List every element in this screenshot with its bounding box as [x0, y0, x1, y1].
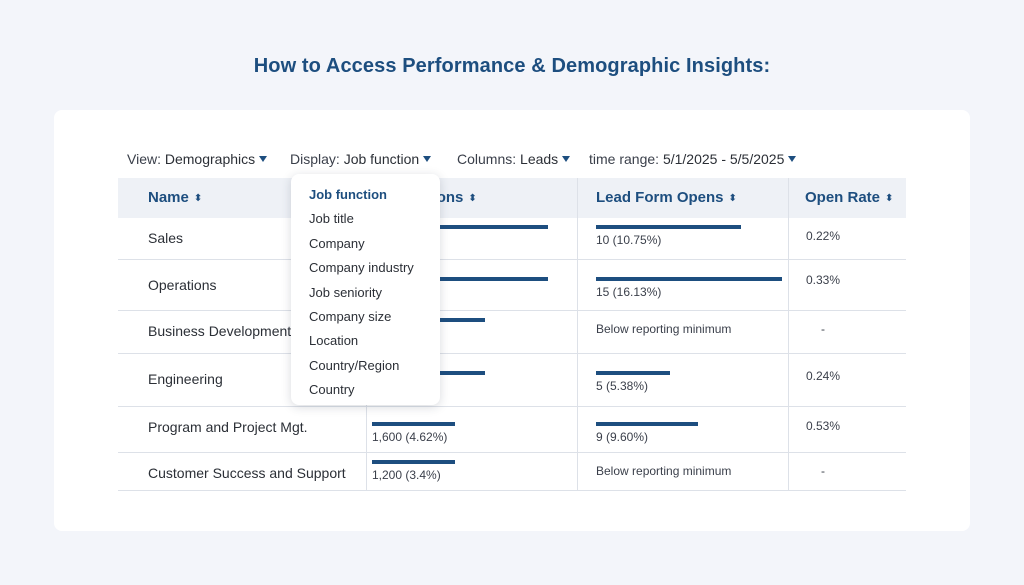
dropdown-option-company-size[interactable]: Company size	[309, 309, 392, 324]
open-rate-value: 0.24%	[806, 369, 841, 383]
time-range-selector[interactable]: time range: 5/1/2025 - 5/5/2025	[589, 151, 797, 167]
lead-form-opens-value: 10 (10.75%)	[596, 233, 662, 247]
caret-down-icon	[562, 156, 571, 163]
column-divider	[788, 178, 789, 491]
table-row[interactable]: Sales…3%)10 (10.75%)0.22%	[118, 218, 906, 260]
impressions-bar	[372, 277, 548, 281]
dropdown-option-job-function[interactable]: Job function	[309, 187, 387, 202]
row-name: Program and Project Mgt.	[148, 419, 308, 435]
header-name-label: Name	[148, 189, 189, 206]
impressions-value: 1,600 (4.62%)	[372, 430, 448, 444]
time-range-value: 5/1/2025 - 5/5/2025	[662, 151, 785, 167]
row-name: Customer Success and Support	[148, 465, 346, 481]
open-rate-value: 0.33%	[806, 273, 841, 287]
table-row[interactable]: Engineering…72%)5 (5.38%)0.24%	[118, 354, 906, 407]
dropdown-option-job-title[interactable]: Job title	[309, 211, 354, 226]
open-rate-value: -	[821, 464, 825, 478]
caret-down-icon	[423, 156, 432, 163]
lead-form-opens-bar	[596, 225, 741, 229]
impressions-bar	[372, 460, 455, 464]
view-label: View:	[127, 151, 161, 167]
lead-form-opens-value: Below reporting minimum	[596, 322, 732, 336]
impressions-bar	[372, 422, 455, 426]
view-selector[interactable]: View: Demographics	[127, 151, 268, 167]
caret-down-icon	[788, 156, 797, 163]
sort-icon: ⬍	[885, 193, 894, 204]
display-dropdown-menu: Job function Job title Company Company i…	[291, 174, 440, 405]
display-value: Job function	[343, 151, 420, 167]
dropdown-option-country[interactable]: Country	[309, 382, 355, 397]
display-selector[interactable]: Display: Job function	[290, 151, 432, 167]
row-name: Operations	[148, 277, 217, 293]
open-rate-value: 0.22%	[806, 229, 841, 243]
row-name: Sales	[148, 230, 184, 246]
header-lead-form-opens-label: Lead Form Opens	[596, 189, 724, 206]
columns-selector[interactable]: Columns: Leads	[457, 151, 571, 167]
lead-form-opens-bar	[596, 277, 782, 281]
header-lead-form-opens[interactable]: Lead Form Opens ⬍	[596, 178, 737, 218]
dropdown-option-company-industry[interactable]: Company industry	[309, 260, 414, 275]
page-title: How to Access Performance & Demographic …	[253, 55, 771, 77]
lead-form-opens-value: 9 (9.60%)	[596, 430, 649, 444]
dropdown-option-country-region[interactable]: Country/Region	[309, 358, 400, 373]
lead-form-opens-value: 15 (16.13%)	[596, 285, 662, 299]
header-name[interactable]: Name ⬍	[148, 178, 202, 218]
row-name: Business Development	[148, 323, 292, 339]
caret-down-icon	[259, 156, 268, 163]
open-rate-value: 0.53%	[806, 419, 841, 433]
column-divider	[577, 178, 578, 491]
columns-value: Leads	[520, 151, 559, 167]
impressions-value: 1,200 (3.4%)	[372, 468, 441, 482]
header-open-rate-label: Open Rate	[805, 189, 881, 206]
dropdown-option-job-seniority[interactable]: Job seniority	[309, 285, 382, 300]
dropdown-option-company[interactable]: Company	[309, 236, 365, 251]
row-name: Engineering	[148, 371, 223, 387]
columns-label: Columns:	[457, 151, 517, 167]
header-open-rate[interactable]: Open Rate ⬍	[805, 178, 893, 218]
lead-form-opens-value: 5 (5.38%)	[596, 379, 649, 393]
sort-icon: ⬍	[193, 193, 203, 204]
open-rate-value: -	[821, 322, 825, 336]
lead-form-opens-value: Below reporting minimum	[596, 464, 732, 478]
lead-form-opens-bar	[596, 422, 698, 426]
table-row[interactable]: Program and Project Mgt. 1,600 (4.62%) 9 (…	[118, 407, 906, 453]
sort-icon: ⬍	[728, 193, 737, 204]
table-row[interactable]: Business Development…23%)Below reporting…	[118, 311, 906, 354]
lead-form-opens-bar	[596, 371, 670, 375]
display-label: Display:	[290, 151, 340, 167]
sort-icon: ⬍	[468, 193, 477, 204]
dropdown-option-location[interactable]: Location	[309, 333, 359, 348]
impressions-bar	[372, 225, 548, 229]
view-value: Demographics	[164, 151, 256, 167]
table-row[interactable]: Customer Success and Support 1,200 (3.4%)…	[118, 453, 906, 491]
table-row[interactable]: Operations…3%)15 (16.13%)0.33%	[118, 260, 906, 311]
time-range-label: time range:	[589, 151, 660, 167]
